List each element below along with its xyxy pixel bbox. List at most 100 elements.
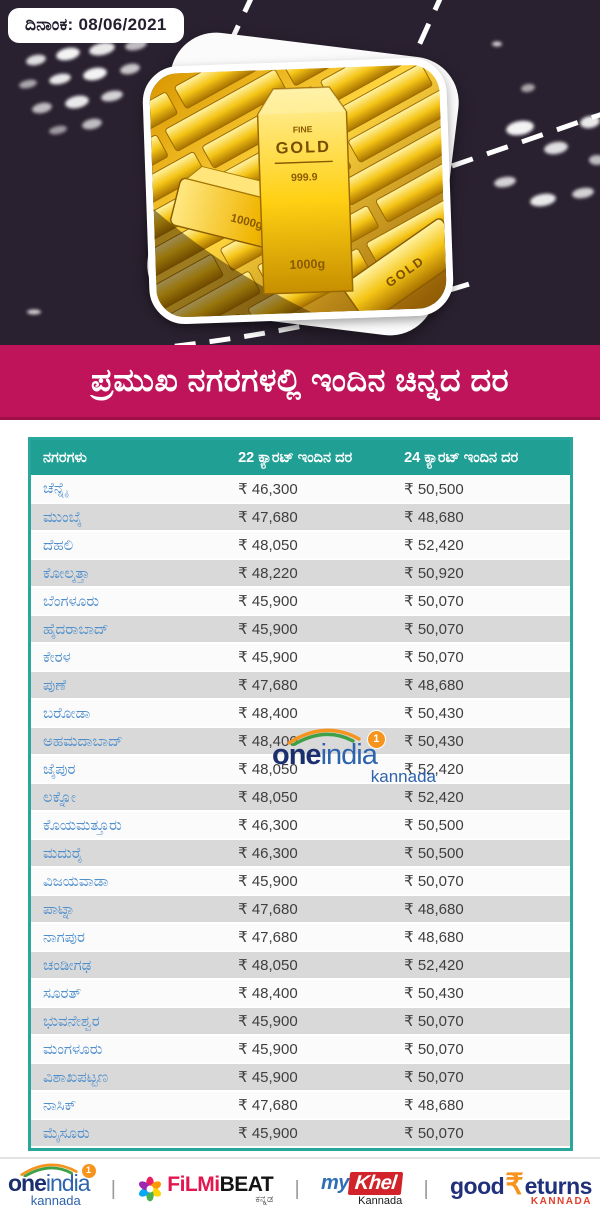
rate-24-cell: ₹ 50,070 [392,587,570,616]
city-link[interactable]: ವಿಶಾಖಪಟ್ಟಣ [43,1068,109,1086]
mykhel-khel-text: Khel [347,1171,404,1195]
rate-22-cell: ₹ 47,680 [226,671,393,700]
table-row: ಕೊಯಮತ್ತೂರು ₹ 46,300 ₹ 50,500 [31,811,570,840]
city-cell: ಪುಣೆ [31,671,227,700]
city-cell: ಮಂಗಳೂರು [31,1035,227,1064]
hero-section: 1000g GOLD FINE GOLD 999.9 1000g ದಿನಾ [0,0,600,345]
table-row: ಮೈಸೂರು ₹ 45,900 ₹ 50,070 [31,1119,570,1148]
rate-22-cell: ₹ 45,900 [226,643,393,672]
rate-24-cell: ₹ 52,420 [392,531,570,560]
table-row: ಮದುರೈ ₹ 46,300 ₹ 50,500 [31,839,570,868]
date-text: ದಿನಾಂಕ: 08/06/2021 [25,15,167,34]
rate-24-cell: ₹ 50,070 [392,1063,570,1092]
city-cell: ಹೈದರಾಬಾದ್ [31,615,227,644]
city-cell: ಚೆನ್ನೈ [31,475,227,504]
page-title: ಪ್ರಮುಖ ನಗರಗಳಲ್ಲಿ ಇಂದಿನ ಚಿನ್ನದ ದರ [90,362,510,398]
gold-weight-label-center: 1000g [289,257,325,272]
city-link[interactable]: ಕೋಲ್ಕತ್ತಾ [43,564,90,582]
filmibeat-kannada-text: ಕನ್ನಡ [255,1193,274,1205]
oneindia-badge-icon: 1 [81,1163,96,1178]
title-banner: ಪ್ರಮುಖ ನಗರಗಳಲ್ಲಿ ಇಂದಿನ ಚಿನ್ನದ ದರ [0,345,600,420]
city-link[interactable]: ಮೈಸೂರು [43,1124,90,1142]
rate-22-cell: ₹ 48,050 [226,755,393,784]
city-link[interactable]: ಹೈದರಾಬಾದ್ [43,620,109,638]
city-link[interactable]: ಚೆನ್ನೈ [43,480,68,497]
rate-22-cell: ₹ 45,900 [226,1063,393,1092]
table-row: ಪಾಟ್ನಾ ₹ 47,680 ₹ 48,680 [31,895,570,924]
city-link[interactable]: ಸೂರತ್ [43,984,82,1002]
rate-22-cell: ₹ 47,680 [226,503,393,532]
oneindia-one-text: one [8,1169,47,1196]
city-cell: ಕೇರಳ [31,643,227,672]
city-link[interactable]: ಭುವನೇಶ್ವರ [43,1012,100,1030]
rate-24-cell: ₹ 52,420 [392,783,570,812]
table-row: ಲಕ್ನೋ ₹ 48,050 ₹ 52,420 [31,783,570,812]
city-link[interactable]: ದೆಹಲಿ [43,536,74,554]
footer-separator: | [423,1177,429,1200]
city-cell: ಲಕ್ನೋ [31,783,227,812]
table-row: ನಾಸಿಕ್ ₹ 47,680 ₹ 48,680 [31,1091,570,1120]
city-cell: ಭುವನೇಶ್ವರ [31,1007,227,1036]
rate-22-cell: ₹ 48,050 [226,951,393,980]
mykhel-logo[interactable]: my Khel Kannada [320,1171,404,1207]
rupee-icon: ₹ [505,1169,524,1201]
table-row: ಸೂರತ್ ₹ 48,400 ₹ 50,430 [31,979,570,1008]
rate-24-cell: ₹ 50,430 [392,727,570,756]
mykhel-my-text: my [320,1171,349,1194]
city-link[interactable]: ಮುಂಬೈ [43,508,83,526]
city-link[interactable]: ಲಕ್ನೋ [43,788,76,806]
city-link[interactable]: ಪುಣೆ [43,676,67,694]
rate-24-cell: ₹ 50,070 [392,643,570,672]
rate-22-cell: ₹ 48,400 [226,979,393,1008]
table-row: ನಾಗಪುರ ₹ 47,680 ₹ 48,680 [31,923,570,952]
city-link[interactable]: ಮಂಗಳೂರು [43,1040,103,1058]
header-24-carat: 24 ಕ್ಯಾರಟ್ ಇಂದಿನ ದರ [392,440,570,475]
filmibeat-beat-text: BEAT [219,1172,274,1196]
rate-24-cell: ₹ 50,430 [392,699,570,728]
city-link[interactable]: ಜೈಪುರ [43,760,76,778]
rate-22-cell: ₹ 46,300 [226,475,393,504]
table-row: ಭುವನೇಶ್ವರ ₹ 45,900 ₹ 50,070 [31,1007,570,1036]
oneindia-logo[interactable]: oneindia 1 kannada [8,1163,96,1207]
oneindia-india-text: india [45,1169,91,1196]
city-link[interactable]: ವಿಜಯವಾಡಾ [43,872,109,890]
gold-purity-label: 999.9 [291,171,318,184]
table-row: ವಿಜಯವಾಡಾ ₹ 45,900 ₹ 50,070 [31,867,570,896]
city-cell: ಕೋಲ್ಕತ್ತಾ [31,559,227,588]
city-link[interactable]: ಅಹಮದಾಬಾದ್ [43,732,123,750]
table-row: ಮುಂಬೈ ₹ 47,680 ₹ 48,680 [31,503,570,532]
city-cell: ಅಹಮದಾಬಾದ್ [31,727,227,756]
city-cell: ಮುಂಬೈ [31,503,227,532]
rate-24-cell: ₹ 48,680 [392,503,570,532]
rate-24-cell: ₹ 48,680 [392,895,570,924]
city-link[interactable]: ಬರೋಡಾ [43,704,91,722]
footer-separator: | [294,1177,300,1200]
city-link[interactable]: ನಾಗಪುರ [43,928,85,946]
goodreturns-eturns-text: eturns [524,1173,593,1199]
rate-24-cell: ₹ 48,680 [392,671,570,700]
city-link[interactable]: ಬೆಂಗಳೂರು [43,592,100,610]
rate-24-cell: ₹ 50,070 [392,1035,570,1064]
city-cell: ಚಂಡೀಗಢ [31,951,227,980]
city-link[interactable]: ಪಾಟ್ನಾ [43,900,76,918]
table-header-row: ನಗರಗಳು 22 ಕ್ಯಾರಟ್ ಇಂದಿನ ದರ 24 ಕ್ಯಾರಟ್ ಇಂ… [31,440,570,475]
watermark-india-text: india [320,739,378,771]
goodreturns-logo[interactable]: good ₹ eturns KANNADA [450,1171,592,1207]
city-cell: ಮದುರೈ [31,839,227,868]
rate-22-cell: ₹ 45,900 [226,615,393,644]
rate-24-cell: ₹ 50,500 [392,811,570,840]
rate-24-cell: ₹ 50,500 [392,839,570,868]
table-row: ಬರೋಡಾ ₹ 48,400 ₹ 50,430 [31,699,570,728]
filmibeat-logo[interactable]: FiLMiBEAT ಕನ್ನಡ [137,1172,274,1205]
rate-22-cell: ₹ 48,050 [226,783,393,812]
city-link[interactable]: ನಾಸಿಕ್ [43,1096,77,1114]
table-row: ಮಂಗಳೂರು ₹ 45,900 ₹ 50,070 [31,1035,570,1064]
rate-24-cell: ₹ 50,070 [392,1119,570,1148]
city-cell: ಜೈಪುರ [31,755,227,784]
city-link[interactable]: ಕೇರಳ [43,648,71,666]
city-link[interactable]: ಚಂಡೀಗಢ [43,956,92,974]
rate-22-cell: ₹ 47,680 [226,923,393,952]
city-link[interactable]: ಮದುರೈ [43,844,83,862]
table-row: ಚೆನ್ನೈ ₹ 46,300 ₹ 50,500 [31,475,570,504]
city-link[interactable]: ಕೊಯಮತ್ತೂರು [43,816,122,834]
